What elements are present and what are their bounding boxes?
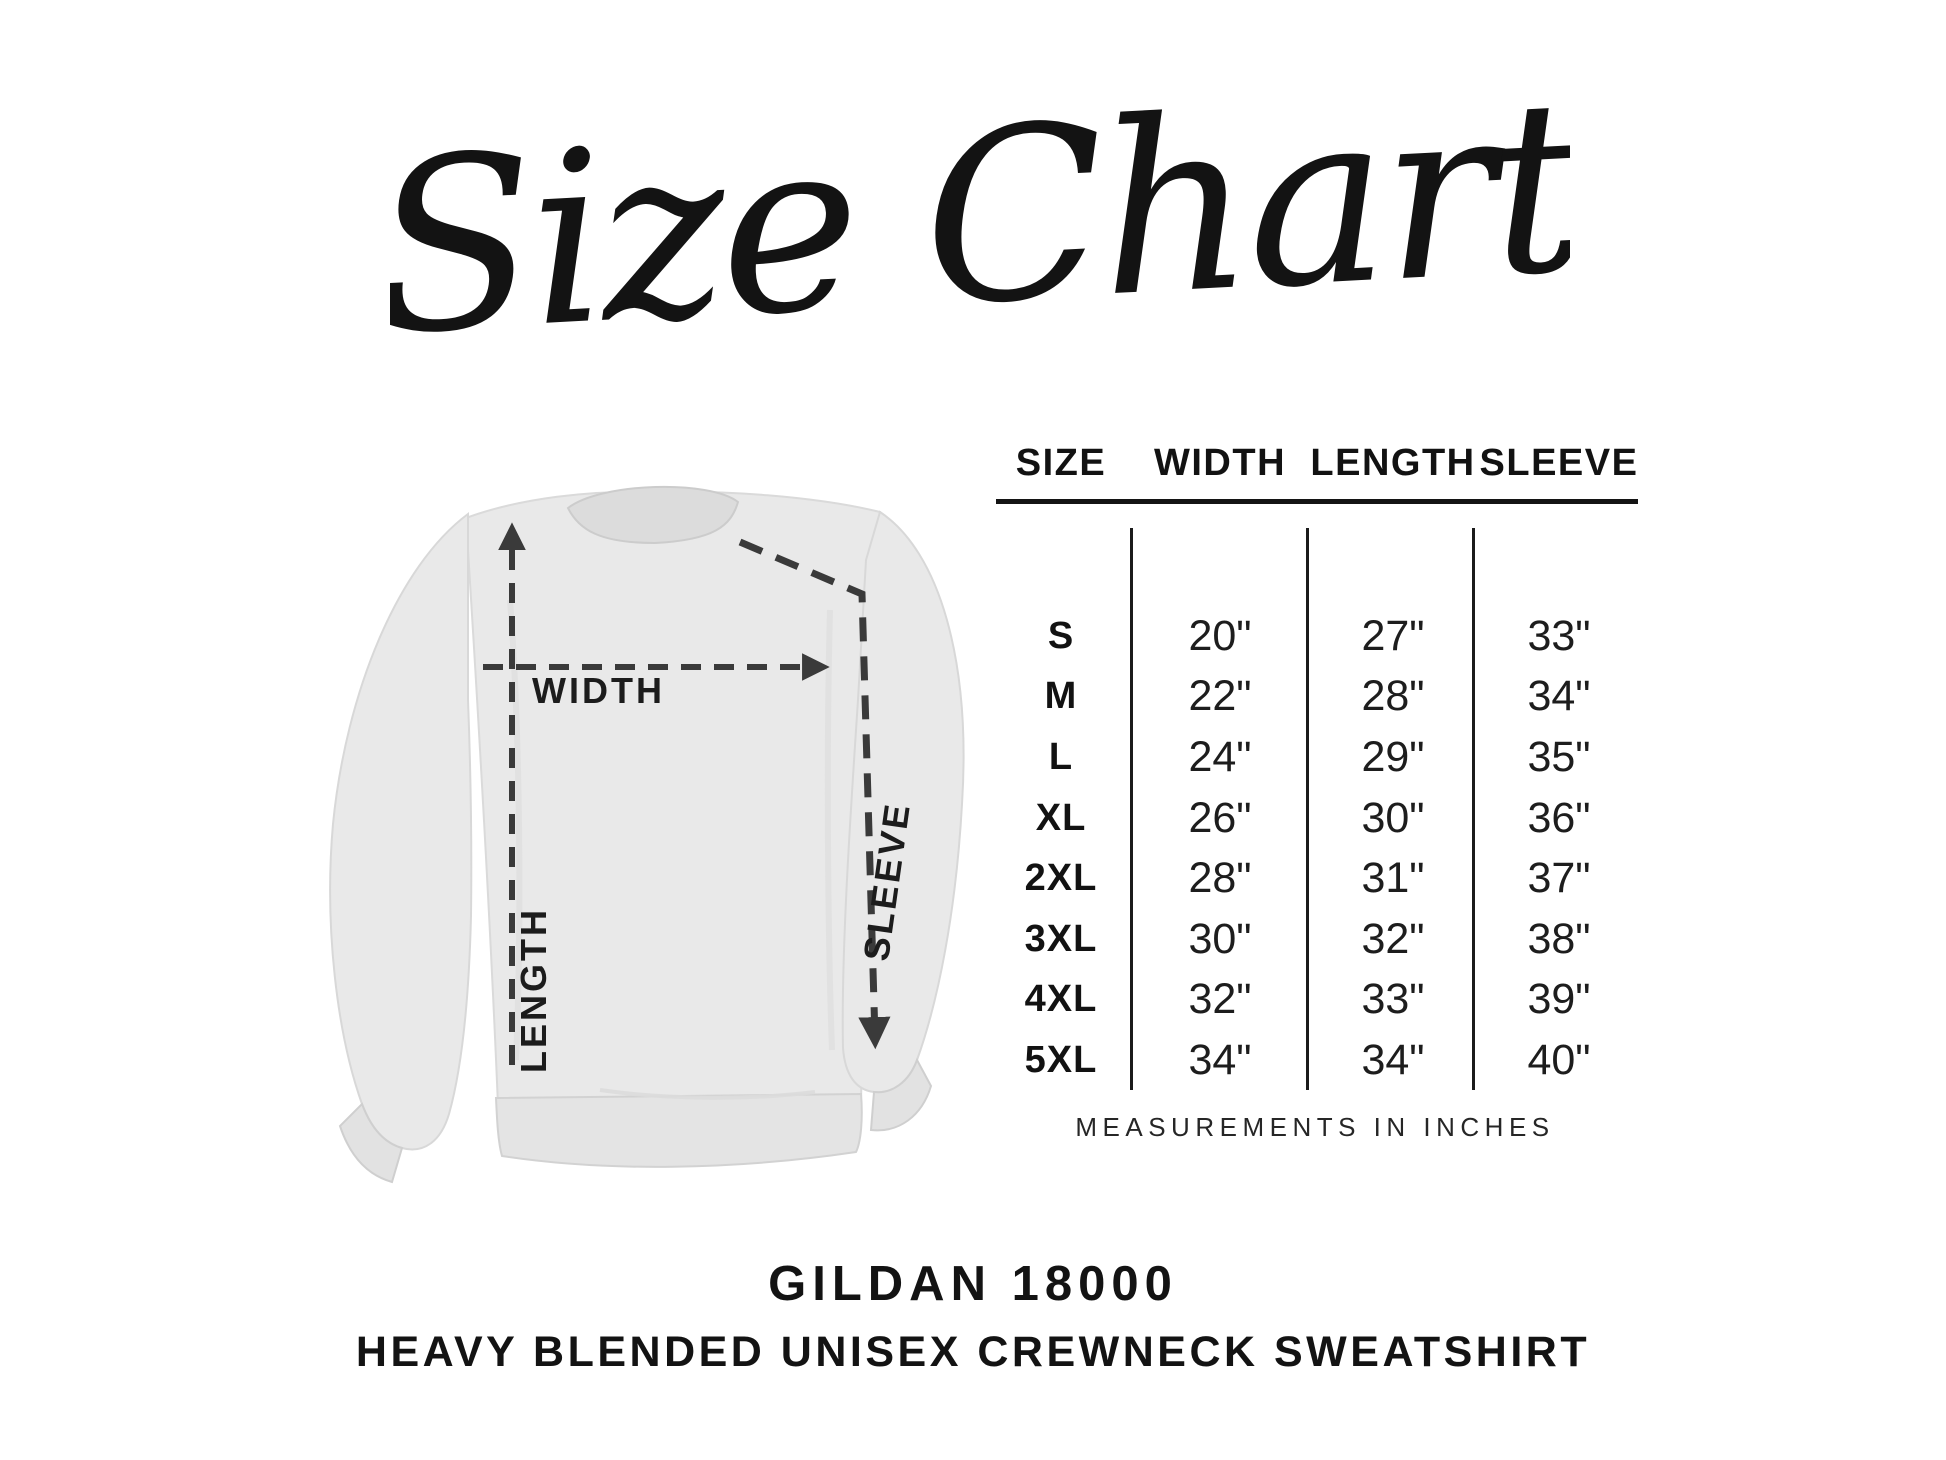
sleeve-cell: 36" xyxy=(1527,793,1591,842)
page-title: Size Chart xyxy=(390,48,1570,388)
table-divider xyxy=(1306,528,1309,1090)
length-cell: 27" xyxy=(1361,611,1425,660)
width-cell: 26" xyxy=(1188,793,1252,842)
size-cell: M xyxy=(1044,675,1078,718)
length-cell: 34" xyxy=(1361,1035,1425,1084)
table-divider xyxy=(1130,528,1133,1090)
sleeve-cell: 37" xyxy=(1527,854,1591,903)
column-header: WIDTH xyxy=(1153,441,1287,484)
size-table-header: SIZE WIDTH LENGTH SLEEVE xyxy=(990,441,1640,485)
size-cell: 5XL xyxy=(1024,1038,1098,1081)
width-cell: 24" xyxy=(1188,732,1252,781)
sleeve-cell: 35" xyxy=(1527,732,1591,781)
length-cell: 33" xyxy=(1361,975,1425,1024)
length-cell: 30" xyxy=(1361,793,1425,842)
width-cell: 32" xyxy=(1188,975,1252,1024)
width-cell: 30" xyxy=(1188,914,1252,963)
size-table-body: S 20" 27" 33" M 22" 28" 34" L 24" 29" 35… xyxy=(990,606,1640,1091)
sweatshirt-diagram: WIDTH LENGTH SLEEVE xyxy=(329,485,965,1184)
size-cell: 4XL xyxy=(1024,978,1098,1021)
size-cell: S xyxy=(1047,614,1075,657)
column-header: LENGTH xyxy=(1310,441,1476,484)
width-cell: 34" xyxy=(1188,1035,1252,1084)
table-header-rule xyxy=(996,499,1638,504)
sleeve-cell: 33" xyxy=(1527,611,1591,660)
column-header: SLEEVE xyxy=(1479,441,1639,484)
length-dimension-label: LENGTH xyxy=(513,907,554,1073)
sweatshirt-back-illustration xyxy=(329,485,965,1184)
sleeve-cell: 39" xyxy=(1527,975,1591,1024)
size-cell: 3XL xyxy=(1024,917,1098,960)
size-cell: L xyxy=(1048,735,1074,778)
sleeve-cell: 40" xyxy=(1527,1035,1591,1084)
size-cell: XL xyxy=(1035,796,1087,839)
length-cell: 29" xyxy=(1361,732,1425,781)
product-description: HEAVY BLENDED UNISEX CREWNECK SWEATSHIRT xyxy=(355,1328,1591,1376)
column-header: SIZE xyxy=(1015,441,1107,484)
product-model: GILDAN 18000 xyxy=(768,1257,1178,1311)
width-cell: 28" xyxy=(1188,854,1252,903)
sleeve-cell: 38" xyxy=(1527,914,1591,963)
width-cell: 20" xyxy=(1188,611,1252,660)
length-cell: 28" xyxy=(1361,672,1425,721)
width-cell: 22" xyxy=(1188,672,1252,721)
sleeve-cell: 34" xyxy=(1527,672,1591,721)
length-cell: 32" xyxy=(1361,914,1425,963)
measurements-note: MEASUREMENTS IN INCHES xyxy=(1075,1112,1555,1142)
page-title-graphic: Size Chart xyxy=(390,48,1570,388)
sleeve-measure-arrow xyxy=(738,538,891,1050)
size-cell: 2XL xyxy=(1024,857,1098,900)
table-divider xyxy=(1472,528,1475,1090)
width-dimension-label: WIDTH xyxy=(532,670,665,711)
length-cell: 31" xyxy=(1361,854,1425,903)
